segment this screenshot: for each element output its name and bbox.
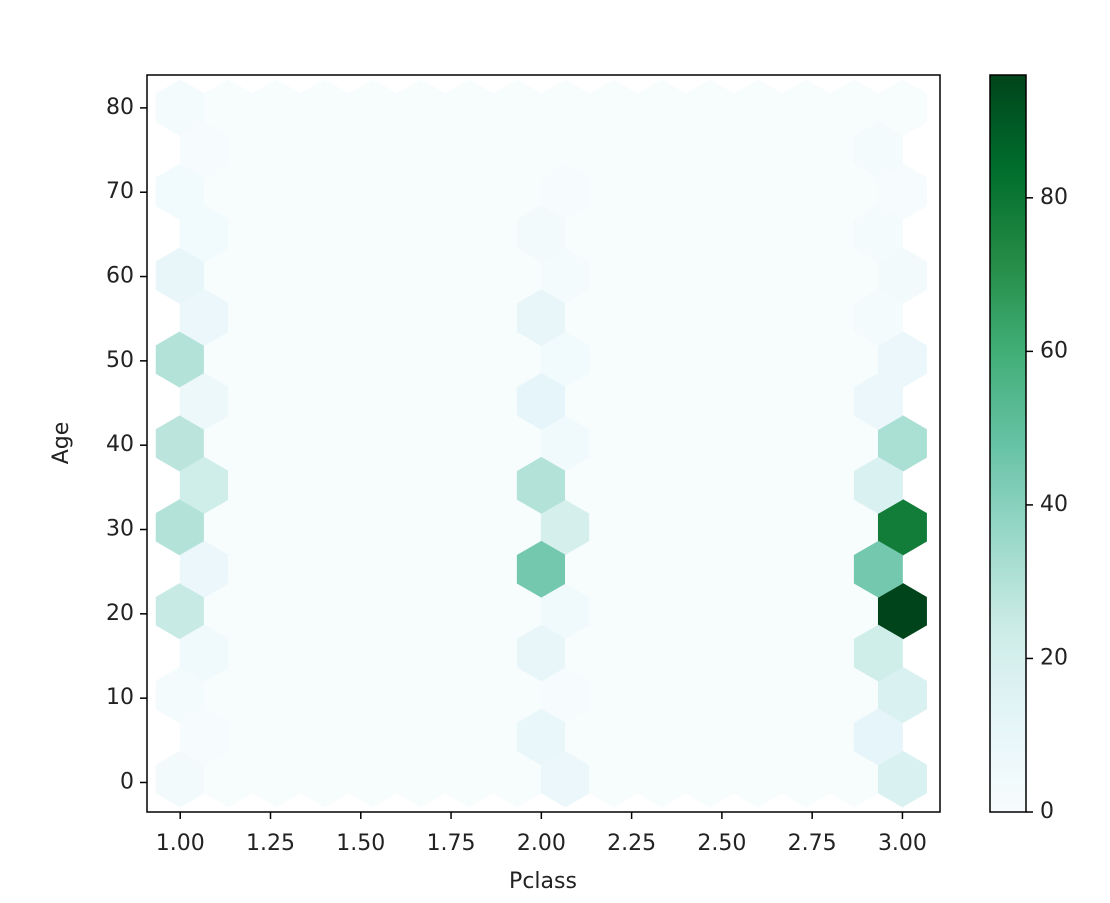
colorbar-tick-label: 60: [1040, 338, 1068, 363]
hex-bin: [853, 289, 903, 347]
x-tick-label: 1.75: [427, 831, 476, 856]
x-tick-label: 1.00: [156, 831, 205, 856]
x-tick-label: 1.25: [246, 831, 295, 856]
y-tick-label: 70: [106, 179, 134, 204]
plot-frame: [146, 74, 941, 813]
x-tick-label: 1.50: [336, 831, 385, 856]
y-tick-label: 80: [106, 95, 134, 120]
x-tick-label: 3.00: [878, 831, 927, 856]
x-axis-label: Pclass: [509, 869, 577, 894]
x-tick-label: 2.75: [788, 831, 837, 856]
hex-bin: [853, 456, 903, 514]
colorbar-tick-label: 0: [1040, 799, 1054, 824]
y-tick-label: 40: [106, 432, 134, 457]
hex-layer: [155, 79, 927, 808]
y-tick-label: 60: [106, 264, 134, 289]
hex-bin: [853, 205, 903, 263]
x-tick-label: 2.50: [697, 831, 746, 856]
hex-bin: [853, 373, 903, 430]
y-tick-label: 30: [106, 517, 134, 542]
y-axis-label: Age: [49, 422, 74, 465]
colorbar-tick-label: 20: [1040, 645, 1068, 670]
hex-bin: [853, 540, 903, 598]
y-tick-label: 0: [120, 769, 134, 794]
hex-bin: [853, 624, 903, 682]
hex-bin: [853, 708, 903, 766]
colorbar-tick-label: 80: [1040, 185, 1068, 210]
hex-bin: [853, 121, 903, 179]
y-tick-label: 50: [106, 348, 134, 373]
y-tick-label: 10: [106, 685, 134, 710]
colorbar: [989, 74, 1027, 813]
x-tick-label: 2.00: [517, 831, 566, 856]
colorbar-tick-label: 40: [1040, 492, 1068, 517]
y-tick-label: 20: [106, 601, 134, 626]
x-tick-label: 2.25: [607, 831, 656, 856]
